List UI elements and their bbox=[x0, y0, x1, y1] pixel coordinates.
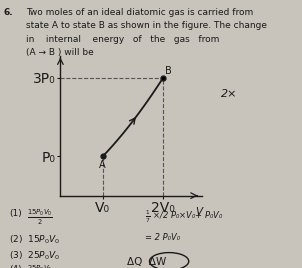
Text: A: A bbox=[99, 159, 106, 170]
Text: (2)  $15P_0V_0$: (2) $15P_0V_0$ bbox=[9, 233, 60, 246]
Text: $\frac{25P_0V_0}{2}$: $\frac{25P_0V_0}{2}$ bbox=[27, 264, 53, 268]
Text: in    internal    energy   of   the   gas   from: in internal energy of the gas from bbox=[26, 35, 219, 44]
Text: ΔQ  ΔW: ΔQ ΔW bbox=[127, 257, 166, 267]
Text: B: B bbox=[165, 66, 172, 76]
Text: (1): (1) bbox=[9, 209, 22, 218]
Text: state A to state B as shown in the figure. The change: state A to state B as shown in the figur… bbox=[26, 21, 267, 31]
Text: V: V bbox=[195, 207, 202, 217]
Text: 6.: 6. bbox=[3, 8, 13, 17]
Text: 2×: 2× bbox=[220, 89, 237, 99]
Text: $\frac{15P_0V_0}{2}$: $\frac{15P_0V_0}{2}$ bbox=[27, 208, 53, 227]
Text: = 2 P₀V₀: = 2 P₀V₀ bbox=[145, 233, 180, 242]
Text: Two moles of an ideal diatomic gas is carried from: Two moles of an ideal diatomic gas is ca… bbox=[26, 8, 253, 17]
Text: (4): (4) bbox=[9, 265, 22, 268]
Text: $\frac{1}{7}$ ×/2 P₀×V₀+ P₀V₀: $\frac{1}{7}$ ×/2 P₀×V₀+ P₀V₀ bbox=[145, 209, 223, 225]
Text: (3)  $25P_0V_0$: (3) $25P_0V_0$ bbox=[9, 249, 60, 262]
Text: (A → B ) will be: (A → B ) will be bbox=[26, 48, 93, 57]
